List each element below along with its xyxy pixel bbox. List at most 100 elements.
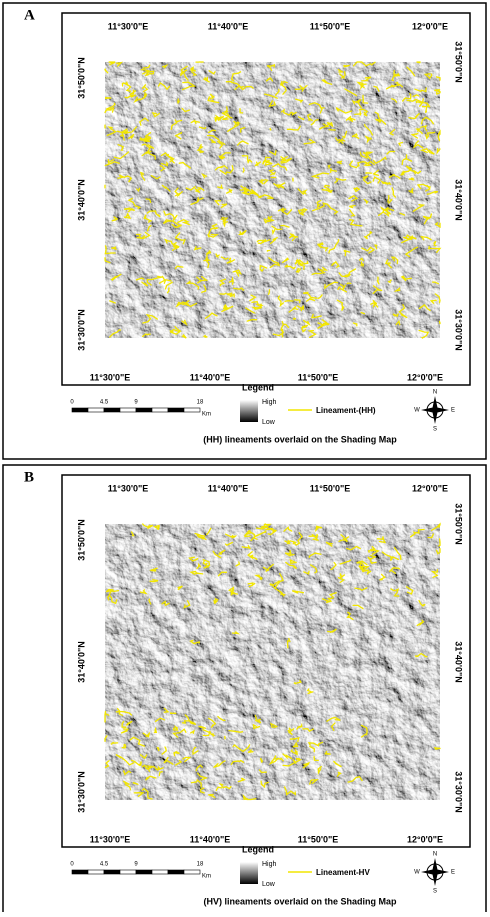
x-label-top: 11°40'0"E	[208, 21, 249, 31]
lineament	[220, 293, 226, 294]
lineament	[423, 103, 427, 104]
compass-s: S	[433, 427, 437, 433]
scale-seg	[168, 408, 184, 412]
compass-e: E	[451, 408, 455, 414]
lineament	[440, 321, 441, 324]
y-label-left: 31°40'0"N	[76, 179, 86, 221]
compass-n: N	[433, 390, 437, 396]
compass-e: E	[451, 870, 455, 876]
legend-ramp	[240, 862, 258, 884]
y-label-right: 31°40'0"N	[454, 641, 464, 683]
compass-w: W	[414, 870, 420, 876]
compass-w: W	[414, 408, 420, 414]
scale-seg	[168, 870, 184, 874]
x-label-bottom: 11°40'0"E	[190, 834, 231, 844]
scale-tick: 4.5	[100, 400, 109, 406]
scale-seg	[72, 870, 88, 874]
scale-unit: Km	[202, 412, 211, 418]
y-label-left: 31°50'0"N	[76, 519, 86, 561]
lineament	[282, 329, 283, 337]
x-label-top: 12°0'0"E	[412, 483, 448, 493]
lineament	[125, 745, 126, 749]
lineament	[293, 318, 295, 319]
y-label-right: 31°50'0"N	[454, 41, 464, 83]
scale-tick: 0	[70, 862, 74, 868]
x-label-top: 11°30'0"E	[108, 483, 149, 493]
compass-s: S	[433, 889, 437, 895]
y-label-left: 31°30'0"N	[76, 309, 86, 351]
lineament	[243, 168, 244, 172]
y-label-right: 31°30'0"N	[454, 309, 464, 351]
lineament	[171, 713, 176, 714]
legend-ramp	[240, 400, 258, 422]
scale-seg	[184, 408, 200, 412]
panel-label: A	[24, 7, 35, 23]
lineament	[347, 283, 351, 284]
scale-seg	[104, 870, 120, 874]
x-label-bottom: 12°0'0"E	[407, 834, 443, 844]
scale-unit: Km	[202, 874, 211, 880]
lineament	[106, 98, 112, 99]
scale-seg	[136, 870, 152, 874]
lineament	[267, 251, 269, 252]
caption: (HV) lineaments overlaid on the Shading …	[203, 896, 397, 906]
legend-lineament: Lineament-(HH)	[316, 406, 376, 415]
x-label-top: 11°50'0"E	[310, 21, 351, 31]
legend-title: Legend	[242, 844, 274, 854]
scale-seg	[104, 408, 120, 412]
scale-seg	[120, 408, 136, 412]
compass-n: N	[433, 852, 437, 858]
compass-rose	[421, 858, 449, 886]
scale-seg	[152, 408, 168, 412]
lineament	[285, 301, 293, 302]
x-label-bottom: 11°50'0"E	[298, 834, 339, 844]
legend-lineament: Lineament-HV	[316, 868, 370, 877]
lineament	[417, 62, 421, 63]
legend-high: High	[262, 861, 277, 868]
lineament	[121, 135, 124, 136]
compass-rose	[421, 396, 449, 424]
y-label-right: 31°50'0"N	[454, 503, 464, 545]
scale-tick: 0	[70, 400, 74, 406]
x-label-bottom: 11°30'0"E	[90, 834, 131, 844]
x-label-top: 11°40'0"E	[208, 483, 249, 493]
y-label-right: 31°30'0"N	[454, 771, 464, 813]
scale-tick: 9	[134, 400, 138, 406]
legend-high: High	[262, 399, 277, 406]
scale-seg	[152, 870, 168, 874]
lineament	[434, 241, 436, 246]
x-label-bottom: 11°50'0"E	[298, 372, 339, 382]
x-label-bottom: 11°30'0"E	[90, 372, 131, 382]
y-label-left: 31°30'0"N	[76, 771, 86, 813]
legend-title: Legend	[242, 382, 274, 392]
y-label-left: 31°50'0"N	[76, 57, 86, 99]
panel-label: B	[24, 469, 34, 485]
x-label-top: 12°0'0"E	[412, 21, 448, 31]
scale-tick: 4.5	[100, 862, 109, 868]
scale-seg	[88, 870, 104, 874]
scale-seg	[136, 408, 152, 412]
x-label-top: 11°50'0"E	[310, 483, 351, 493]
compass: N S E W	[414, 390, 455, 433]
lineament	[403, 237, 416, 239]
y-label-left: 31°40'0"N	[76, 641, 86, 683]
legend-low: Low	[262, 419, 276, 426]
shaded-relief	[105, 62, 440, 338]
panel: A 11°30'0"E 11°40'0"E 11°50'0"E 12°0'0"E 11°3…	[3, 3, 486, 459]
scale-seg	[184, 870, 200, 874]
scale-seg	[72, 408, 88, 412]
lineament	[366, 173, 371, 174]
scale-tick: 9	[134, 862, 138, 868]
lineament	[409, 178, 414, 180]
x-label-top: 11°30'0"E	[108, 21, 149, 31]
x-label-bottom: 11°40'0"E	[190, 372, 231, 382]
caption: (HH) lineaments overlaid on the Shading …	[203, 434, 397, 444]
legend-low: Low	[262, 881, 276, 888]
lineament	[270, 129, 271, 131]
scale-seg	[88, 408, 104, 412]
y-label-right: 31°40'0"N	[454, 179, 464, 221]
scale-tick: 18	[197, 862, 204, 868]
scale-tick: 18	[197, 400, 204, 406]
scale-seg	[120, 870, 136, 874]
